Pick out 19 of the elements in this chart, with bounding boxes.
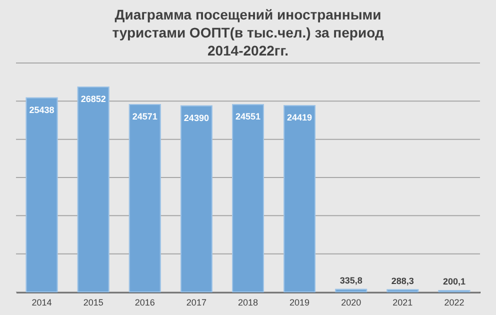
data-label: 200,1 (442, 276, 466, 286)
x-tick-label: 2015 (83, 298, 104, 308)
x-tick-label: 2022 (444, 298, 464, 308)
x-tick-label: 2018 (238, 298, 258, 308)
x-tick-label: 2014 (32, 298, 52, 308)
x-tick-label: 2017 (186, 298, 206, 308)
chart-title: Диаграмма посещений иностранными туристами ООПТ(в тыс.чел.) за период 2014-2022гг. (112, 6, 384, 58)
data-label: 288,3 (391, 276, 414, 286)
data-label: 335,8 (340, 275, 362, 286)
x-tick-label: 2021 (392, 298, 413, 308)
x-tick-label: 2019 (290, 298, 310, 308)
data-label: 24390 (184, 112, 209, 123)
x-tick-label: 2016 (134, 298, 155, 308)
data-label: 24551 (235, 112, 261, 122)
data-label: 26852 (80, 94, 106, 104)
data-label: 24571 (132, 111, 158, 122)
x-tick-label: 2020 (341, 298, 362, 308)
data-label: 25438 (29, 104, 54, 115)
data-label: 24419 (287, 112, 312, 123)
